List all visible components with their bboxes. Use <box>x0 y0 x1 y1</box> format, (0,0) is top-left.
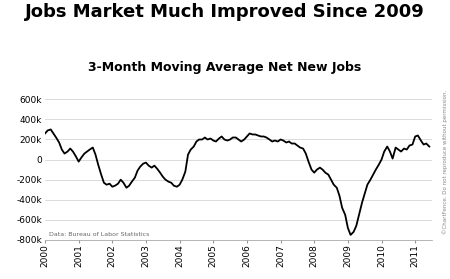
Text: 3-Month Moving Average Net New Jobs: 3-Month Moving Average Net New Jobs <box>88 61 362 74</box>
Text: Data: Bureau of Labor Statistics: Data: Bureau of Labor Statistics <box>49 232 149 237</box>
Text: Jobs Market Much Improved Since 2009: Jobs Market Much Improved Since 2009 <box>25 3 425 21</box>
Text: ©ChartFence. Do not reproduce without permission.: ©ChartFence. Do not reproduce without pe… <box>442 90 448 234</box>
